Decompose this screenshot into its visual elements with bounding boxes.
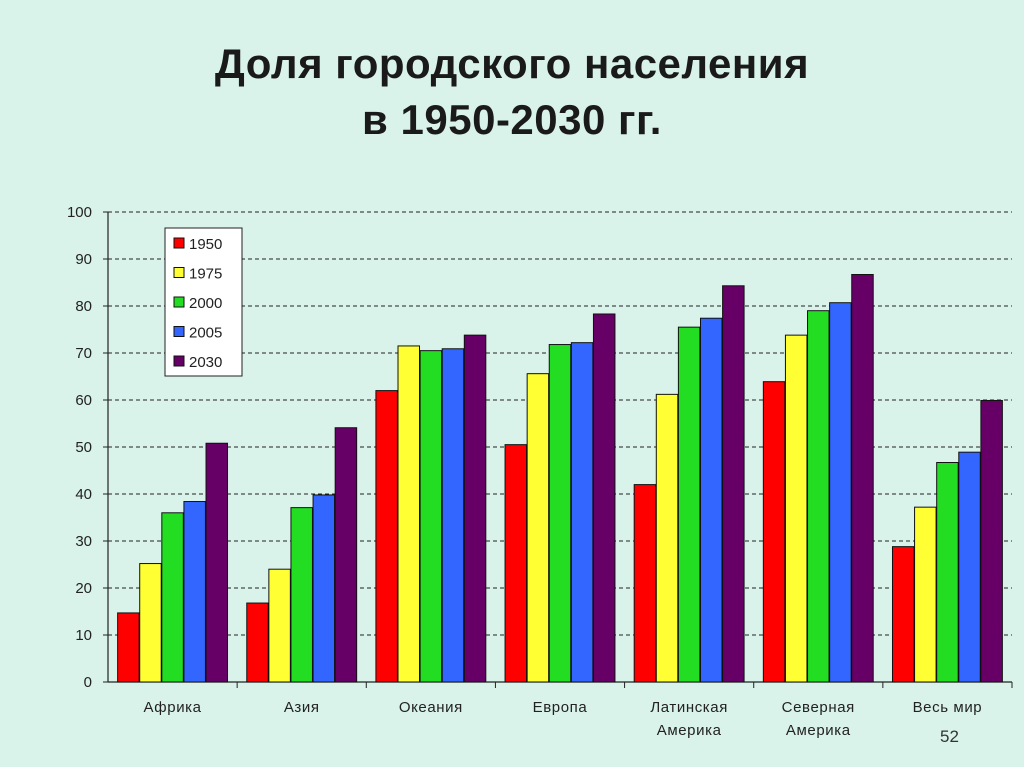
category-label: Америка	[786, 722, 851, 739]
bar-1950	[891, 546, 915, 683]
y-tick-label: 10	[75, 627, 92, 644]
legend-swatch-1950	[173, 237, 185, 249]
bar-2030	[722, 285, 745, 683]
legend-label: 2030	[189, 354, 222, 371]
category-label: Африка	[144, 699, 202, 716]
y-tick-label: 40	[75, 486, 92, 503]
bar-1950	[762, 381, 786, 683]
bar-2000	[936, 462, 959, 683]
bar-1975	[526, 373, 550, 683]
legend-label: 1950	[189, 236, 222, 253]
bar-2000	[161, 512, 184, 683]
bar-2000	[548, 344, 572, 683]
legend-label: 2005	[189, 325, 222, 342]
category-label: Океания	[399, 699, 463, 716]
bar-1975	[914, 506, 937, 683]
bar-1975	[139, 563, 162, 683]
bar-2005	[441, 348, 465, 683]
bar-2005	[570, 342, 594, 683]
bar-2005	[312, 494, 336, 683]
y-tick-label: 60	[75, 392, 92, 409]
slide-title: Доля городского населения в 1950-2030 гг…	[0, 36, 1024, 148]
legend-swatch-2030	[173, 355, 185, 367]
category-label: Америка	[657, 722, 722, 739]
y-tick-label: 90	[75, 251, 92, 268]
category-label: Северная	[782, 699, 855, 716]
y-tick-label: 50	[75, 439, 92, 456]
category-label: Азия	[284, 699, 320, 716]
bar-2030	[980, 399, 1003, 683]
bar-1975	[655, 393, 679, 683]
legend-swatch-1975	[173, 267, 185, 278]
bar-2000	[677, 326, 701, 683]
page-number: 52	[940, 727, 959, 746]
bar-1975	[784, 334, 808, 683]
category-label: Европа	[533, 699, 588, 716]
legend-label: 1975	[189, 266, 222, 283]
bar-2005	[699, 317, 723, 683]
legend-swatch-2000	[173, 296, 185, 308]
category-label: Весь мир	[913, 699, 983, 716]
bar-2030	[334, 427, 358, 683]
y-tick-label: 30	[75, 533, 92, 550]
bar-1950	[375, 390, 398, 683]
legend-swatch-2005	[173, 326, 185, 337]
bar-2000	[290, 507, 313, 683]
title-line-2: в 1950-2030 гг.	[362, 96, 662, 143]
y-tick-label: 100	[67, 204, 92, 221]
y-tick-label: 20	[75, 580, 92, 597]
bar-1950	[117, 612, 140, 683]
legend-label: 2000	[189, 295, 222, 312]
bar-2000	[807, 310, 830, 683]
y-tick-label: 80	[75, 298, 92, 315]
bar-2005	[958, 451, 981, 683]
bar-1950	[246, 602, 269, 683]
bar-2030	[463, 334, 487, 683]
bar-2000	[419, 350, 443, 683]
bar-1975	[268, 568, 291, 683]
bar-2030	[851, 274, 874, 683]
bar-2005	[829, 302, 852, 683]
bar-2030	[205, 442, 229, 683]
bar-1975	[397, 345, 421, 683]
bar-1950	[504, 444, 528, 683]
title-line-1: Доля городского населения	[214, 40, 810, 87]
y-tick-label: 70	[75, 345, 92, 362]
category-label: Латинская	[650, 699, 728, 716]
bar-1950	[633, 484, 657, 683]
bar-2030	[592, 313, 616, 683]
bar-2005	[183, 501, 206, 683]
y-tick-label: 0	[84, 674, 92, 691]
